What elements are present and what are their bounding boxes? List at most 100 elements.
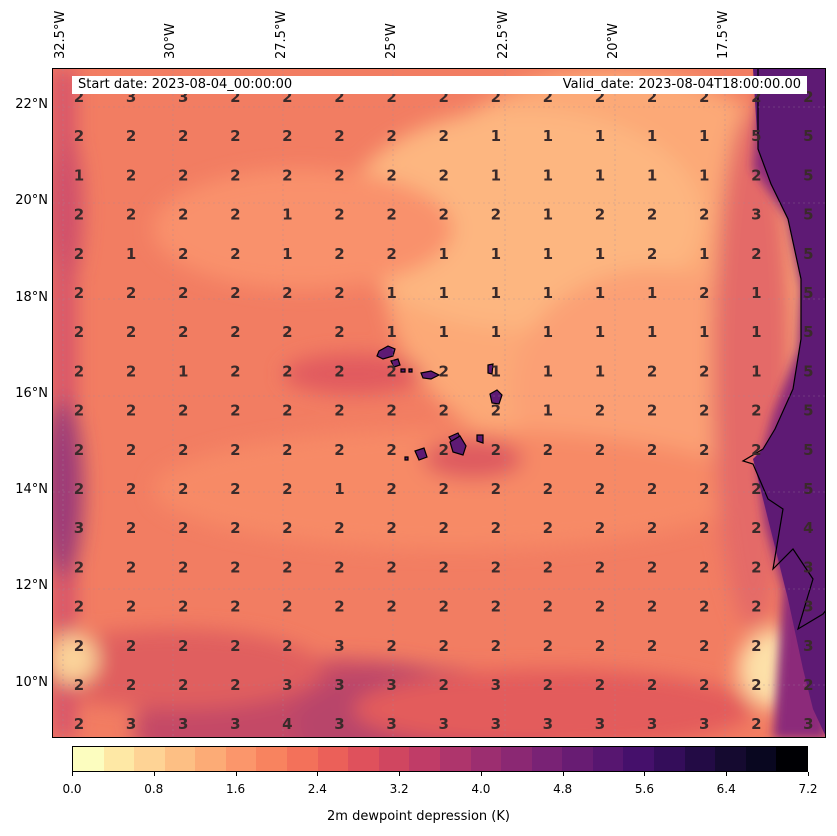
colorbar-tick-mark (562, 772, 564, 776)
grid-value: 2 (491, 519, 501, 537)
grid-value: 2 (647, 362, 657, 380)
grid-value: 3 (74, 519, 84, 537)
grid-value: 2 (751, 88, 761, 106)
grid-value: 2 (178, 245, 188, 263)
grid-value: 3 (491, 715, 501, 733)
grid-value: 2 (595, 637, 605, 655)
grid-value: 2 (178, 441, 188, 459)
grid-value: 5 (751, 127, 761, 145)
grid-value: 2 (334, 323, 344, 341)
grid-value: 3 (699, 715, 709, 733)
grid-value: 2 (491, 206, 501, 224)
grid-value: 2 (230, 362, 240, 380)
grid-value: 5 (803, 441, 813, 459)
grid-value: 2 (126, 166, 136, 184)
grid-value: 2 (699, 637, 709, 655)
grid-value: 2 (751, 402, 761, 420)
grid-value: 5 (803, 245, 813, 263)
grid-value: 2 (178, 480, 188, 498)
grid-value: 2 (282, 166, 292, 184)
grid-value: 2 (126, 323, 136, 341)
grid-value: 2 (334, 519, 344, 537)
grid-value: 1 (751, 323, 761, 341)
grid-value: 2 (386, 245, 396, 263)
grid-value: 2 (230, 206, 240, 224)
grid-value: 2 (543, 558, 553, 576)
grid-value: 2 (386, 206, 396, 224)
colorbar-segment (745, 747, 777, 771)
grid-value: 2 (699, 480, 709, 498)
grid-value: 2 (334, 245, 344, 263)
grid-value: 3 (178, 715, 188, 733)
grid-value: 2 (386, 519, 396, 537)
grid-value: 1 (491, 166, 501, 184)
grid-value: 1 (438, 284, 448, 302)
grid-value: 2 (74, 127, 84, 145)
grid-value: 2 (334, 402, 344, 420)
map-panel[interactable]: 2 3 3 2 2 2 2 2 2 2 2 2 2 2 2 2 2 2 2 2 2 2 2 1 1 1 1 1 5 5 1 2 2 2 2 2 2 2 1 1… (52, 68, 826, 738)
grid-value: 4 (282, 715, 292, 733)
grid-value: 2 (178, 598, 188, 616)
grid-value: 1 (282, 206, 292, 224)
grid-value: 2 (282, 598, 292, 616)
grid-value: 2 (126, 402, 136, 420)
grid-value: 1 (543, 127, 553, 145)
grid-value: 2 (543, 88, 553, 106)
colorbar-tick-mark (480, 772, 482, 776)
colorbar-tick-label: 0.0 (62, 782, 82, 796)
grid-value: 2 (178, 519, 188, 537)
grid-value: 2 (334, 362, 344, 380)
grid-value: 5 (803, 362, 813, 380)
grid-value-labels: 2 3 3 2 2 2 2 2 2 2 2 2 2 2 2 2 2 2 2 2 2 2 2 1 1 1 1 1 5 5 1 2 2 2 2 2 2 2 1 1… (74, 88, 814, 733)
grid-value: 5 (803, 323, 813, 341)
grid-value: 1 (595, 284, 605, 302)
grid-value: 3 (230, 715, 240, 733)
grid-value: 2 (282, 519, 292, 537)
grid-value: 1 (647, 166, 657, 184)
grid-value: 2 (386, 88, 396, 106)
grid-value: 2 (699, 519, 709, 537)
grid-value: 2 (74, 441, 84, 459)
grid-value: 1 (699, 245, 709, 263)
grid-value: 2 (386, 402, 396, 420)
grid-value: 3 (751, 206, 761, 224)
grid-value: 5 (803, 127, 813, 145)
grid-value: 2 (126, 598, 136, 616)
grid-value: 2 (595, 558, 605, 576)
grid-value: 2 (282, 88, 292, 106)
grid-value: 2 (230, 676, 240, 694)
colorbar-tick-label: 3.2 (389, 782, 409, 796)
grid-value: 2 (647, 441, 657, 459)
grid-value: 1 (751, 362, 761, 380)
grid-value: 2 (543, 598, 553, 616)
grid-value: 1 (74, 166, 84, 184)
grid-value: 2 (178, 127, 188, 145)
lon-label: 22.5°W (496, 10, 511, 59)
grid-value: 2 (647, 206, 657, 224)
grid-value: 1 (543, 206, 553, 224)
grid-value: 2 (647, 88, 657, 106)
grid-value: 2 (178, 637, 188, 655)
grid-value: 2 (751, 519, 761, 537)
grid-value: 2 (491, 637, 501, 655)
grid-value: 3 (386, 676, 396, 694)
colorbar-segment (225, 747, 257, 771)
grid-value: 2 (438, 637, 448, 655)
grid-value: 2 (230, 88, 240, 106)
grid-value: 3 (803, 715, 813, 733)
colorbar-segment (592, 747, 624, 771)
grid-value: 2 (647, 637, 657, 655)
grid-value: 2 (282, 127, 292, 145)
grid-value: 2 (334, 598, 344, 616)
colorbar-tick-mark (808, 772, 809, 776)
colorbar-segment (378, 747, 410, 771)
lat-label: 16°N (15, 386, 48, 401)
grid-value: 1 (647, 284, 657, 302)
colorbar-tick-mark (399, 772, 401, 776)
grid-value: 2 (74, 362, 84, 380)
grid-value: 2 (699, 558, 709, 576)
grid-value: 2 (803, 88, 813, 106)
grid-value: 2 (438, 558, 448, 576)
grid-value: 1 (491, 127, 501, 145)
grid-value: 2 (282, 637, 292, 655)
